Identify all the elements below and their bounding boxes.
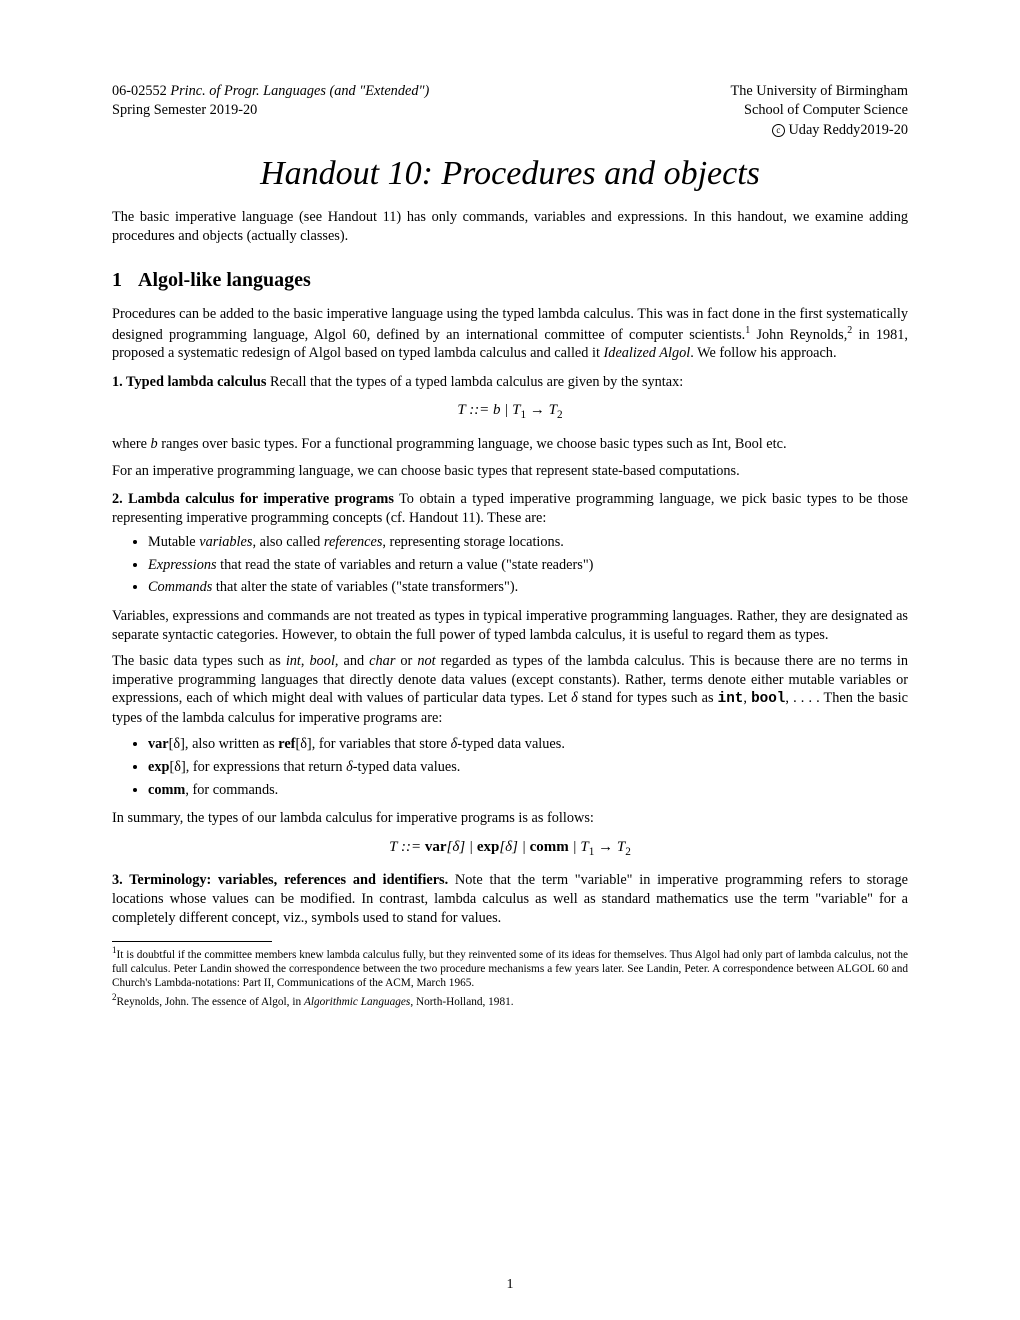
subsection-2: 2. Lambda calculus for imperative progra… [112, 490, 908, 527]
sub1-p2: where b ranges over basic types. For a f… [112, 435, 908, 454]
semester: Spring Semester 2019-20 [112, 101, 429, 120]
section-1-p1: Procedures can be added to the basic imp… [112, 305, 908, 363]
page-header: 06-02552 Princ. of Progr. Languages (and… [112, 82, 908, 140]
copyright-text: Uday Reddy2019-20 [785, 122, 908, 138]
header-left: 06-02552 Princ. of Progr. Languages (and… [112, 82, 429, 140]
school: School of Computer Science [731, 101, 909, 120]
course-code: 06-02552 [112, 83, 170, 99]
document-title: Handout 10: Procedures and objects [112, 152, 908, 196]
footnote-1: 1It is doubtful if the committee members… [112, 945, 908, 990]
copyright-line: c Uday Reddy2019-20 [731, 121, 909, 140]
university: The University of Birmingham [731, 82, 909, 101]
list-item: Expressions that read the state of varia… [148, 556, 908, 575]
formula-1: T ::= b | T1 → T2 [112, 401, 908, 423]
list-item: Commands that alter the state of variabl… [148, 578, 908, 597]
sub2-p3: The basic data types such as int, bool, … [112, 652, 908, 727]
section-number: 1 [112, 269, 122, 291]
sub1-p3: For an imperative programming language, … [112, 462, 908, 481]
section-title: Algol-like languages [138, 269, 311, 291]
course-title: Princ. of Progr. Languages (and "Extende… [170, 83, 429, 99]
list-item: exp[δ], for expressions that return δ-ty… [148, 758, 908, 777]
list-item: comm, for commands. [148, 781, 908, 800]
list-item: var[δ], also written as ref[δ], for vari… [148, 735, 908, 754]
section-1-heading: 1 Algol-like languages [112, 267, 908, 293]
list-item: Mutable variables, also called reference… [148, 533, 908, 552]
subsection-1: 1. Typed lambda calculus Recall that the… [112, 373, 908, 392]
subsection-3: 3. Terminology: variables, references an… [112, 871, 908, 927]
bullet-list-1: Mutable variables, also called reference… [112, 533, 908, 597]
bullet-list-2: var[δ], also written as ref[δ], for vari… [112, 735, 908, 799]
intro-paragraph: The basic imperative language (see Hando… [112, 208, 908, 245]
copyright-icon: c [772, 124, 785, 137]
sub2-p2: Variables, expressions and commands are … [112, 607, 908, 644]
formula-2: T ::= var[δ] | exp[δ] | comm | T1 → T2 [112, 838, 908, 860]
header-right: The University of Birmingham School of C… [731, 82, 909, 140]
footnote-rule [112, 941, 272, 942]
footnote-2: 2Reynolds, John. The essence of Algol, i… [112, 992, 908, 1009]
sub2-p4: In summary, the types of our lambda calc… [112, 809, 908, 828]
page-number: 1 [0, 1276, 1020, 1294]
page: 06-02552 Princ. of Progr. Languages (and… [0, 0, 1020, 1320]
course-line: 06-02552 Princ. of Progr. Languages (and… [112, 82, 429, 101]
